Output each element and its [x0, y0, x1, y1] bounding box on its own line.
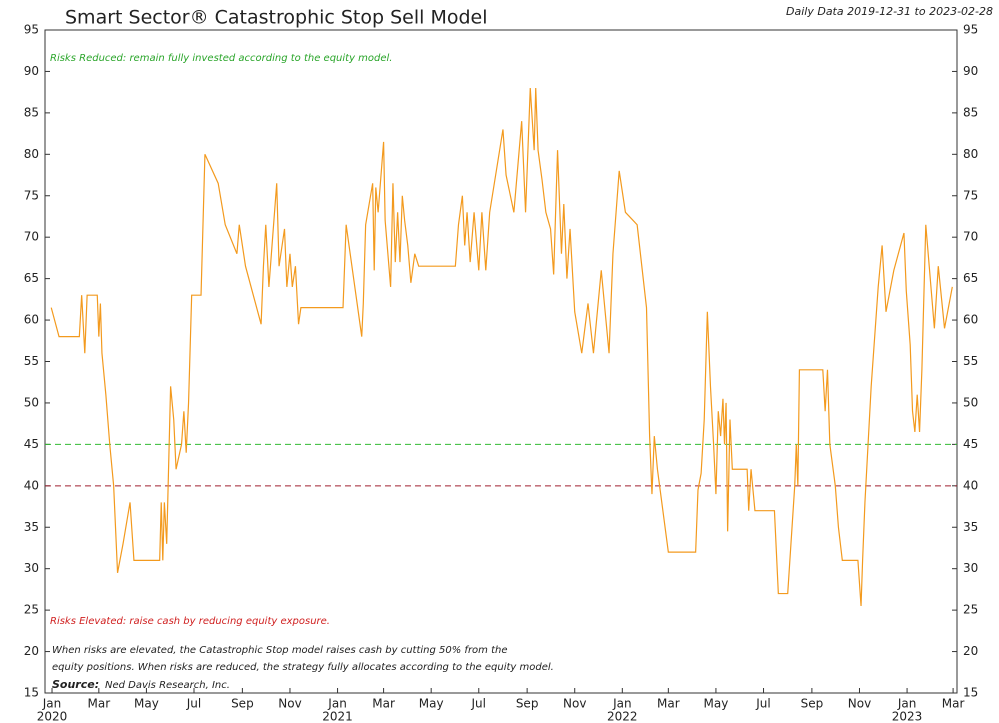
y2-tick-label: 75 — [963, 188, 978, 202]
y-tick-label: 45 — [24, 437, 39, 451]
x-tick-label: Jul — [755, 697, 770, 711]
y2-tick-label: 70 — [963, 230, 978, 244]
y-tick-label: 80 — [24, 147, 39, 161]
note: When risks are elevated, the Catastrophi… — [52, 645, 508, 656]
x-tick-label: Sep — [231, 697, 254, 711]
y-tick-label: 40 — [24, 478, 39, 492]
x-year-label: 2023 — [892, 710, 923, 723]
y-tick-label: 65 — [24, 271, 39, 285]
y-tick-label: 75 — [24, 188, 39, 202]
y2-tick-label: 95 — [963, 23, 978, 37]
x-tick-label: Jul — [186, 697, 201, 711]
x-tick-label: May — [419, 697, 444, 711]
source-label: Source: — [52, 678, 99, 691]
x-tick-label: Jan — [897, 697, 917, 711]
annotation: Risks Elevated: raise cash by reducing e… — [50, 616, 330, 627]
data-line — [50, 87, 953, 607]
y2-tick-label: 30 — [963, 561, 978, 575]
x-year-label: 2021 — [322, 710, 353, 723]
y2-tick-label: 60 — [963, 313, 978, 327]
x-tick-label: Jan — [612, 697, 632, 711]
x-tick-label: Mar — [942, 697, 965, 711]
y2-tick-label: 50 — [963, 395, 978, 409]
y2-tick-label: 35 — [963, 520, 978, 534]
source: Ned Davis Research, Inc. — [105, 680, 230, 691]
x-tick-label: May — [704, 697, 729, 711]
y-tick-label: 15 — [24, 686, 39, 700]
x-tick-label: May — [134, 697, 159, 711]
chart-title: Smart Sector® Catastrophic Stop Sell Mod… — [65, 7, 488, 29]
y-tick-label: 95 — [24, 23, 39, 37]
x-tick-label: Mar — [657, 697, 680, 711]
x-tick-label: Jul — [471, 697, 486, 711]
y2-tick-label: 90 — [963, 64, 978, 78]
x-tick-label: Sep — [516, 697, 539, 711]
y2-tick-label: 55 — [963, 354, 978, 368]
y2-tick-label: 45 — [963, 437, 978, 451]
x-tick-label: Jan — [42, 697, 62, 711]
y-tick-label: 85 — [24, 105, 39, 119]
x-tick-label: Nov — [848, 697, 871, 711]
plot-frame — [44, 29, 958, 694]
y-tick-label: 50 — [24, 395, 39, 409]
x-tick-label: Sep — [801, 697, 824, 711]
x-year-label: 2020 — [37, 710, 68, 723]
y2-tick-label: 40 — [963, 478, 978, 492]
y-tick-label: 35 — [24, 520, 39, 534]
y2-tick-label: 20 — [963, 644, 978, 658]
chart-subtitle: Daily Data 2019-12-31 to 2023-02-28 — [786, 5, 993, 18]
x-year-label: 2022 — [607, 710, 638, 723]
x-tick-label: Nov — [563, 697, 586, 711]
y-tick-label: 30 — [24, 561, 39, 575]
x-tick-label: Mar — [372, 697, 395, 711]
x-tick-label: Jan — [327, 697, 347, 711]
y2-tick-label: 15 — [963, 686, 978, 700]
y-tick-label: 25 — [24, 603, 39, 617]
y2-tick-label: 80 — [963, 147, 978, 161]
note: equity positions. When risks are reduced… — [52, 662, 554, 673]
y-tick-label: 90 — [24, 64, 39, 78]
annotation: Risks Reduced: remain fully invested acc… — [50, 53, 393, 64]
y2-tick-label: 65 — [963, 271, 978, 285]
x-tick-label: Mar — [88, 697, 111, 711]
y2-tick-label: 25 — [963, 603, 978, 617]
y-tick-label: 20 — [24, 644, 39, 658]
y-tick-label: 60 — [24, 313, 39, 327]
x-tick-label: Nov — [278, 697, 301, 711]
y-tick-label: 70 — [24, 230, 39, 244]
y-tick-label: 55 — [24, 354, 39, 368]
y2-tick-label: 85 — [963, 105, 978, 119]
